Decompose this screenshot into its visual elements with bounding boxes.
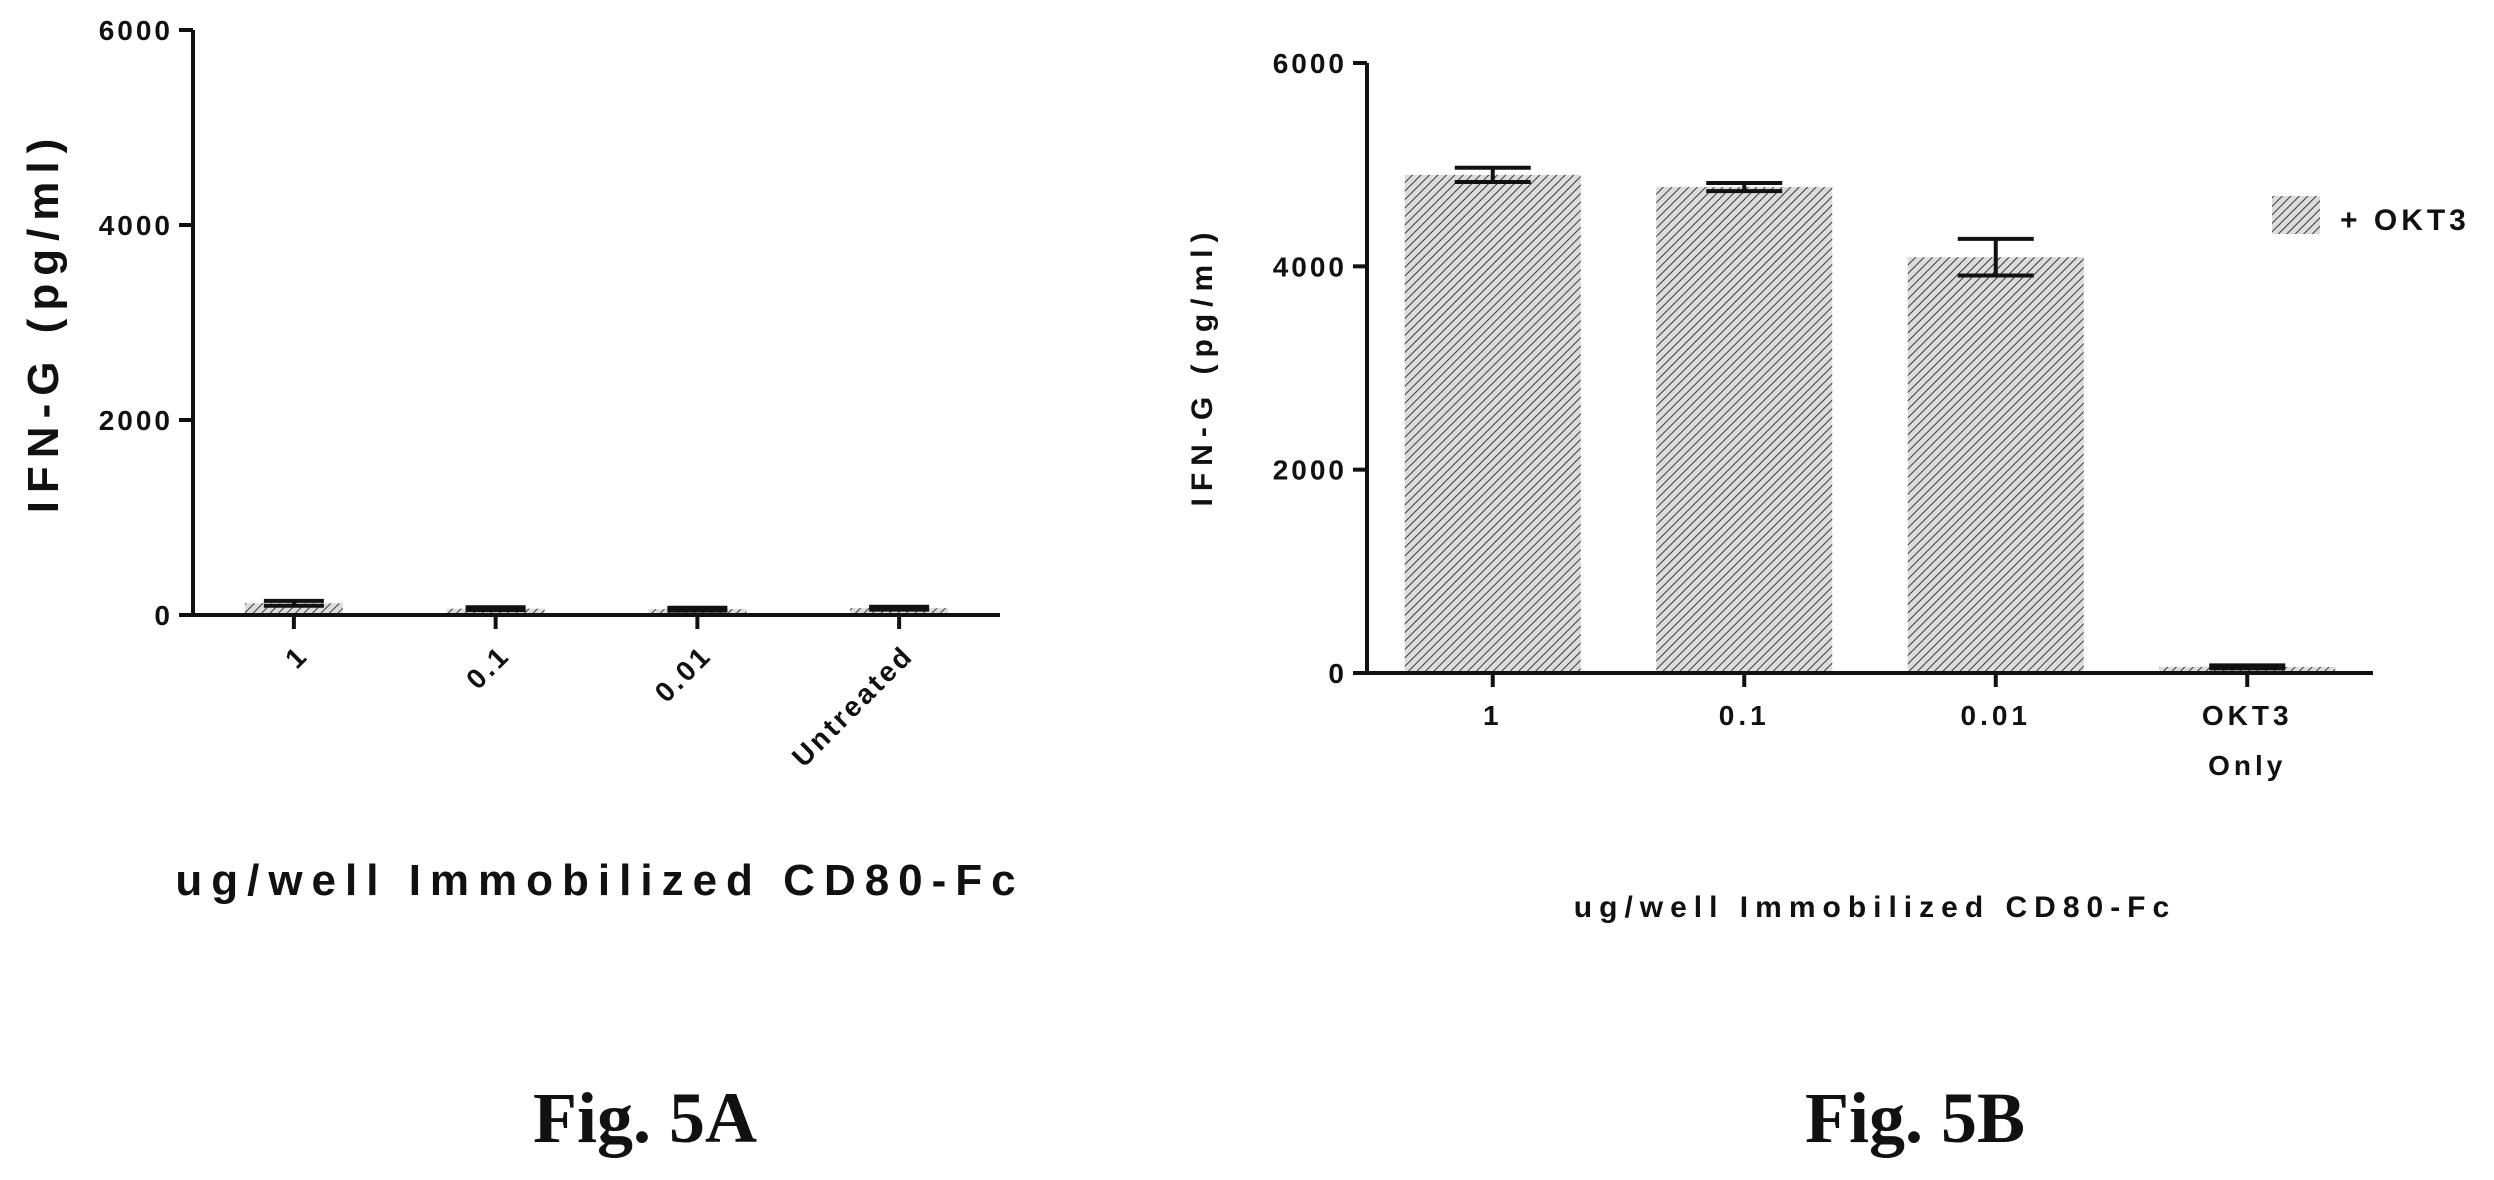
chart-5b-x-axis-label: ug/well Immobilized CD80-Fc <box>1574 891 2176 924</box>
x-tick-label: Untreated <box>786 639 919 772</box>
x-tick-label: 0.01 <box>649 639 718 708</box>
legend-entry-label: + OKT3 <box>2340 204 2470 237</box>
x-tick-label: OKT3 <box>2202 700 2293 731</box>
bar <box>244 603 343 615</box>
chart-5a-marks: 0 2000 4000 6000 1 0.1 0.01 Untreated <box>99 15 949 773</box>
bar <box>1907 257 2084 673</box>
x-tick-label: 0.1 <box>1719 700 1770 731</box>
x-tick-label: 0.01 <box>1961 700 2032 731</box>
chart-5b-marks: 0 2000 4000 6000 1 0.1 0.01 OKT3 Only <box>1273 48 2336 781</box>
x-tick-label: 1 <box>1483 700 1503 731</box>
bar <box>1404 174 1581 674</box>
y-tick-label: 2000 <box>99 405 173 436</box>
chart-5a-y-axis-label: IFN-G (pg/ml) <box>19 131 68 514</box>
x-tick-label: 1 <box>279 639 314 674</box>
chart-5b-y-axis-label: IFN-G (pg/ml) <box>1186 226 1219 507</box>
y-tick-label: 4000 <box>1273 251 1347 282</box>
x-tick-label: 0.1 <box>460 639 516 695</box>
y-tick-label: 4000 <box>99 210 173 241</box>
chart-5b-legend: + OKT3 <box>2272 196 2470 237</box>
y-tick-label: 6000 <box>99 15 173 46</box>
chart-5b-figure-label: Fig. 5B <box>1805 1078 2025 1158</box>
chart-5a-x-axis-label: ug/well Immobilized CD80-Fc <box>175 856 1024 905</box>
y-tick-label: 6000 <box>1273 48 1347 79</box>
chart-5a: 0 2000 4000 6000 1 0.1 0.01 Untreated IFN-G (pg… <box>19 15 1024 1158</box>
bar <box>1656 187 1833 674</box>
legend-swatch <box>2272 196 2320 234</box>
y-tick-label: 0 <box>154 600 173 631</box>
y-tick-label: 2000 <box>1273 455 1347 486</box>
chart-5b: 0 2000 4000 6000 1 0.1 0.01 OKT3 Only IFN-G (pg/… <box>1186 48 2470 1158</box>
y-tick-label: 0 <box>1328 658 1347 689</box>
chart-5a-figure-label: Fig. 5A <box>533 1078 757 1158</box>
x-tick-label: Only <box>2208 750 2286 781</box>
